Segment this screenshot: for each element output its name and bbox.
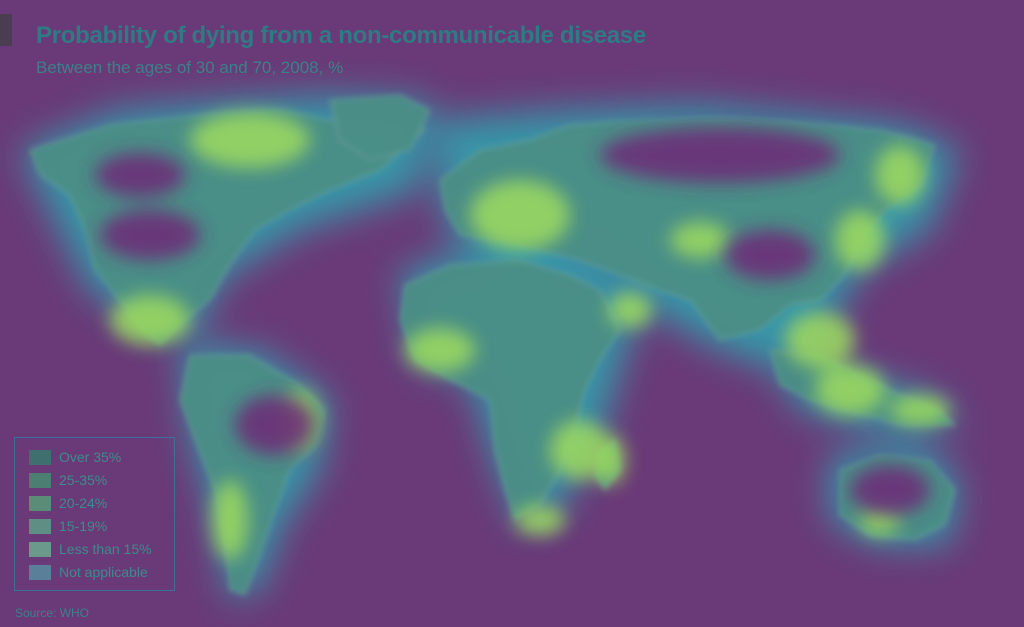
legend-label: Over 35% bbox=[59, 449, 122, 465]
legend-swatch bbox=[29, 541, 51, 557]
legend-label: 15-19% bbox=[59, 518, 108, 534]
legend-label: 25-35% bbox=[59, 472, 108, 488]
heat-hotspots bbox=[110, 112, 950, 560]
map-legend: Over 35% 25-35% 20-24% 15-19% Less than … bbox=[14, 437, 175, 591]
header-accent-bar bbox=[0, 14, 12, 46]
legend-label: Not applicable bbox=[59, 564, 148, 580]
legend-item: Over 35% bbox=[29, 448, 121, 466]
legend-item: Not applicable bbox=[29, 563, 148, 581]
map-subtitle: Between the ages of 30 and 70, 2008, % bbox=[36, 58, 344, 77]
legend-swatch bbox=[29, 518, 51, 534]
legend-item: 15-19% bbox=[29, 517, 107, 535]
legend-swatch bbox=[29, 472, 51, 488]
map-title: Probability of dying from a non-communic… bbox=[36, 22, 646, 49]
legend-label: 20-24% bbox=[59, 495, 108, 511]
legend-label: Less than 15% bbox=[59, 541, 152, 557]
legend-item: Less than 15% bbox=[29, 540, 152, 558]
legend-swatch bbox=[29, 449, 51, 465]
source-note: Source: WHO bbox=[15, 606, 90, 620]
legend-item: 25-35% bbox=[29, 471, 107, 489]
greenland bbox=[329, 94, 431, 161]
legend-swatch bbox=[29, 564, 51, 580]
legend-item: 20-24% bbox=[29, 494, 107, 512]
cold-patches bbox=[95, 127, 930, 515]
legend-swatch bbox=[29, 495, 51, 511]
